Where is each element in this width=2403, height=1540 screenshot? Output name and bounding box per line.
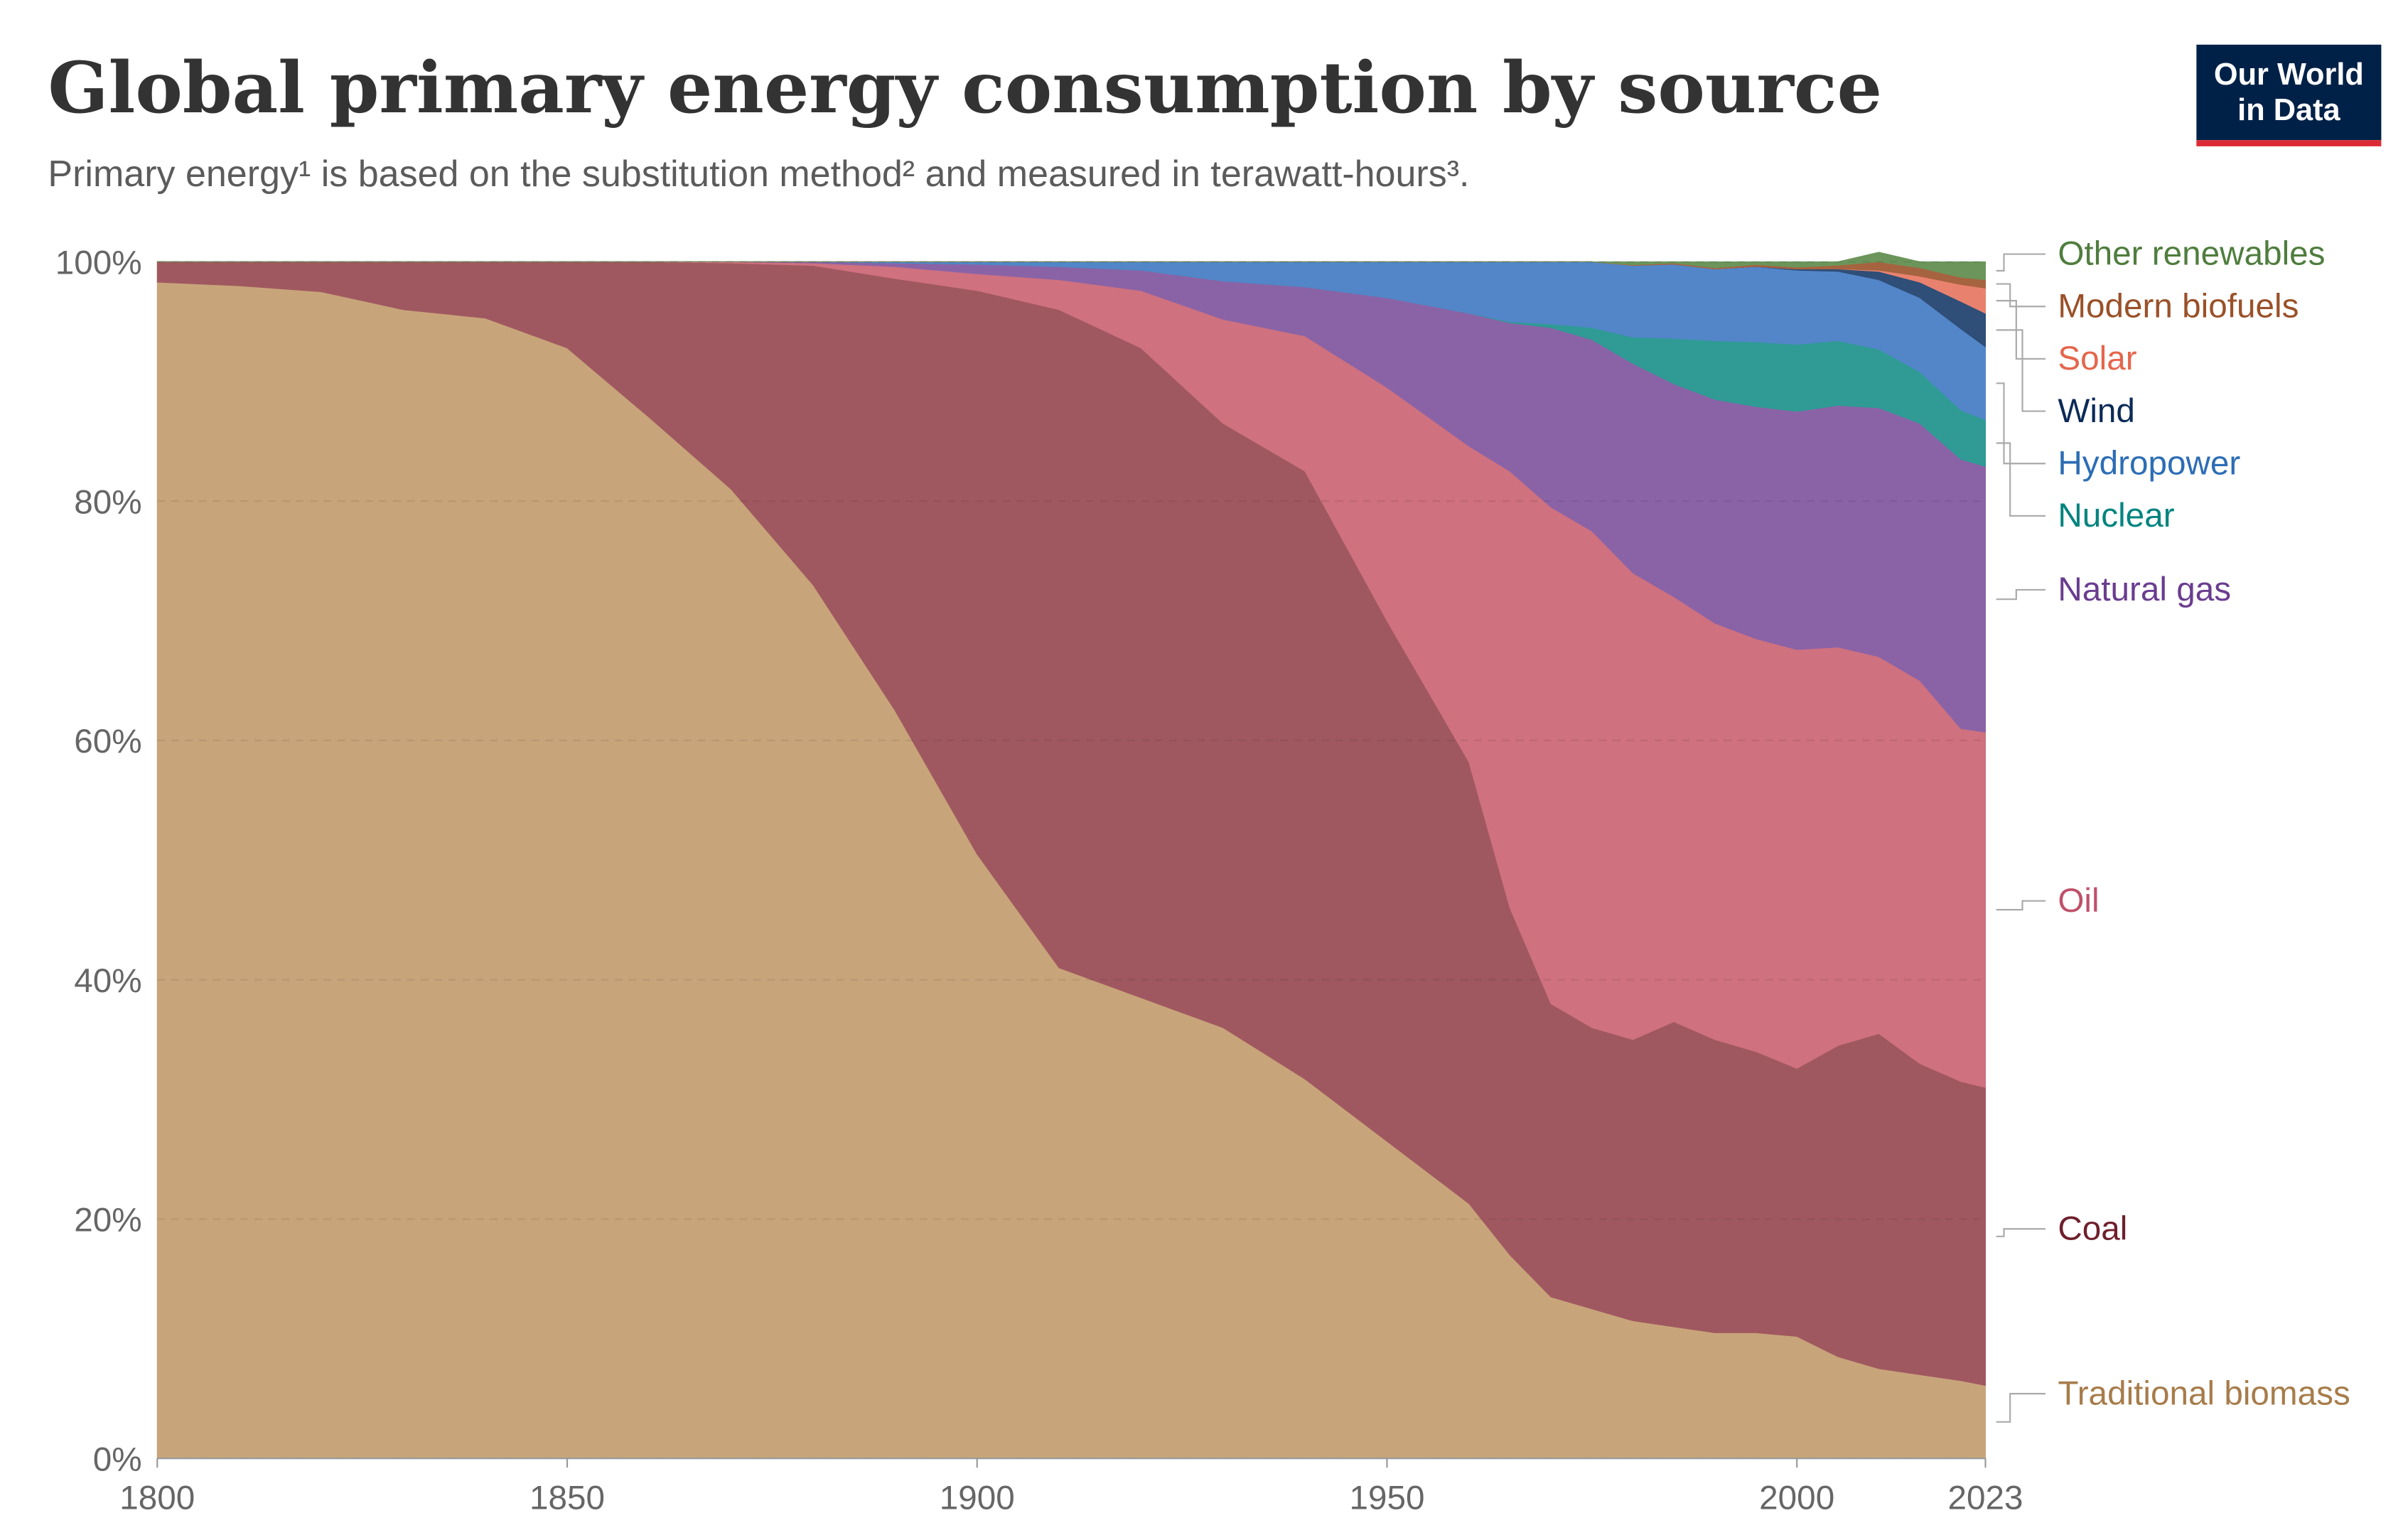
logo-bar: [2196, 140, 2382, 146]
y-tick-label: 40%: [74, 962, 141, 1000]
legend-label: Nuclear: [2058, 497, 2174, 534]
legend-label: Hydropower: [2058, 444, 2240, 482]
area: [157, 252, 1987, 281]
legend-leader: [1996, 1228, 2046, 1237]
legend-label: Solar: [2058, 340, 2136, 377]
legend-leader: [1996, 900, 2046, 911]
x-tick-label: 1800: [119, 1480, 195, 1517]
logo-text[interactable]: Our World: [2214, 58, 2364, 92]
x-tick-label: 2000: [1759, 1480, 1834, 1517]
y-tick-label: 0%: [93, 1441, 142, 1478]
x-tick-label: 1950: [1349, 1480, 1424, 1517]
y-tick-label: 100%: [55, 244, 142, 282]
legend-leader: [1996, 253, 2046, 272]
legend-label: Modern biofuels: [2058, 287, 2299, 325]
legend-leader: [1996, 1393, 2046, 1423]
legend-leader: [1996, 382, 2046, 465]
x-tick-label: 2023: [1947, 1480, 2023, 1517]
y-tick-label: 80%: [74, 483, 141, 521]
y-tick-label: 20%: [74, 1202, 141, 1239]
legend-leader: [1996, 300, 2046, 360]
y-tick-label: 60%: [74, 723, 141, 760]
legend-label: Natural gas: [2058, 571, 2231, 608]
legend-label: Traditional biomass: [2058, 1374, 2350, 1412]
legend-label: Other renewables: [2058, 235, 2325, 273]
legend-leader: [1996, 283, 2046, 308]
legend-label: Wind: [2058, 392, 2135, 430]
logo-text[interactable]: in Data: [2237, 93, 2340, 127]
legend-label: Oil: [2058, 882, 2099, 920]
legend-leader: [1996, 588, 2046, 601]
x-tick-label: 1850: [529, 1480, 605, 1517]
legend-label: Coal: [2058, 1210, 2127, 1247]
chart-title: Global primary energy consumption by sou…: [48, 45, 1882, 129]
logo-box[interactable]: [2196, 44, 2382, 141]
legend-leader: [1996, 329, 2046, 412]
chart-subtitle: Primary energy¹ is based on the substitu…: [48, 154, 1469, 195]
x-tick-label: 1900: [940, 1480, 1015, 1517]
